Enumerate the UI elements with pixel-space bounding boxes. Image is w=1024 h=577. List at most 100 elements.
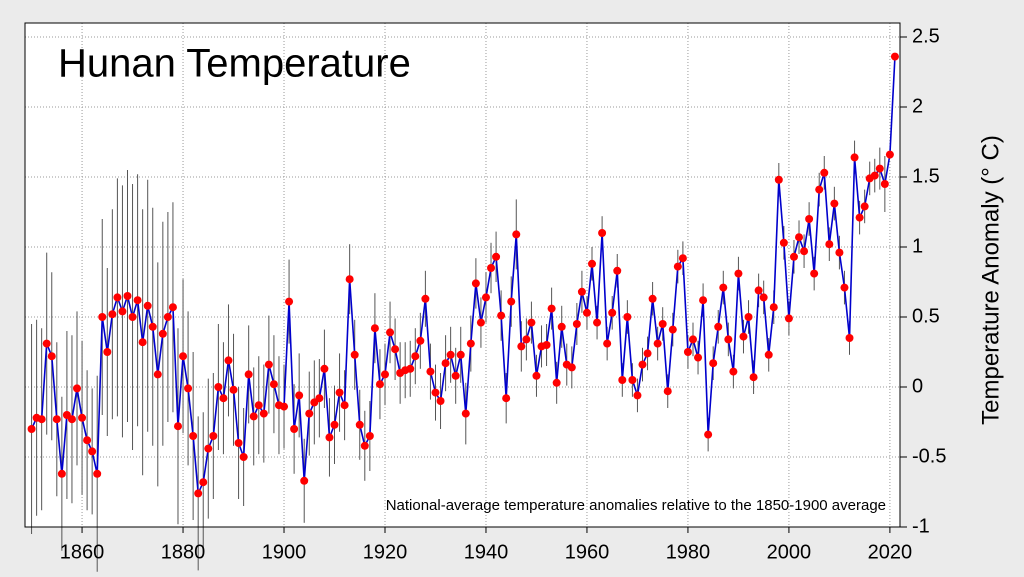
marker bbox=[143, 301, 152, 310]
marker bbox=[502, 394, 511, 403]
marker bbox=[315, 394, 324, 403]
marker bbox=[789, 252, 798, 261]
marker bbox=[224, 356, 233, 365]
marker bbox=[850, 153, 859, 162]
marker bbox=[779, 238, 788, 247]
marker bbox=[663, 387, 672, 396]
marker bbox=[643, 349, 652, 358]
marker bbox=[461, 409, 470, 418]
marker bbox=[234, 439, 243, 447]
marker bbox=[729, 367, 738, 376]
marker bbox=[683, 348, 692, 356]
marker bbox=[27, 425, 36, 433]
lines bbox=[30, 56, 896, 497]
marker bbox=[214, 383, 223, 391]
marker bbox=[78, 413, 87, 422]
y-tick-label: 0 bbox=[912, 375, 923, 397]
marker bbox=[325, 433, 334, 442]
marker bbox=[73, 384, 82, 393]
x-tick-label: 1900 bbox=[262, 541, 307, 563]
marker bbox=[890, 52, 899, 61]
marker bbox=[179, 352, 188, 361]
marker bbox=[552, 378, 561, 387]
marker bbox=[52, 415, 61, 424]
marker bbox=[456, 350, 465, 359]
marker bbox=[47, 352, 56, 361]
marker bbox=[254, 401, 263, 410]
marker bbox=[678, 254, 687, 263]
y-tick-label: 2 bbox=[912, 95, 923, 117]
marker bbox=[476, 318, 485, 327]
marker bbox=[108, 310, 117, 319]
marker bbox=[158, 329, 167, 338]
marker bbox=[694, 353, 703, 362]
marker bbox=[532, 371, 541, 380]
x-tick-label: 2000 bbox=[767, 541, 812, 563]
marker bbox=[264, 360, 273, 369]
marker bbox=[426, 367, 435, 376]
marker bbox=[98, 313, 107, 321]
marker bbox=[249, 412, 258, 421]
marker bbox=[168, 303, 177, 312]
marker bbox=[239, 453, 248, 461]
marker bbox=[699, 296, 708, 305]
marker bbox=[492, 252, 501, 261]
marker bbox=[466, 339, 475, 348]
marker bbox=[825, 240, 834, 249]
marker bbox=[522, 335, 531, 344]
marker bbox=[845, 334, 854, 342]
marker bbox=[67, 415, 76, 424]
marker bbox=[189, 432, 198, 440]
marker bbox=[57, 469, 66, 478]
marker bbox=[507, 297, 516, 306]
marker bbox=[870, 171, 879, 180]
marker bbox=[355, 420, 364, 429]
marker bbox=[219, 394, 228, 403]
y-tick-label: 1 bbox=[912, 235, 923, 257]
plot-area bbox=[25, 23, 900, 527]
marker bbox=[855, 213, 864, 222]
annotation: National-average temperature anomalies r… bbox=[386, 497, 886, 514]
x-tick-label: 2020 bbox=[868, 541, 913, 563]
marker bbox=[391, 345, 400, 354]
marker bbox=[688, 335, 697, 344]
marker bbox=[547, 304, 556, 313]
marker bbox=[194, 489, 203, 498]
marker bbox=[375, 380, 384, 389]
marker bbox=[451, 371, 460, 380]
marker bbox=[380, 370, 389, 379]
marker bbox=[305, 409, 314, 418]
marker bbox=[184, 384, 193, 393]
marker bbox=[880, 180, 889, 188]
marker bbox=[805, 215, 814, 223]
marker bbox=[406, 364, 415, 373]
marker bbox=[148, 322, 157, 331]
y-tick-label: 2.5 bbox=[912, 25, 940, 47]
marker bbox=[244, 370, 253, 379]
marker bbox=[795, 233, 804, 242]
marker bbox=[704, 430, 713, 439]
marker bbox=[769, 303, 778, 312]
marker bbox=[295, 391, 304, 400]
marker bbox=[436, 397, 445, 405]
marker bbox=[593, 318, 602, 327]
marker bbox=[133, 296, 142, 305]
marker bbox=[739, 332, 748, 341]
marker bbox=[608, 308, 617, 317]
marker bbox=[830, 199, 839, 208]
marker bbox=[754, 286, 763, 295]
marker bbox=[37, 415, 46, 424]
marker bbox=[668, 325, 677, 334]
marker bbox=[123, 292, 132, 300]
marker bbox=[567, 363, 576, 372]
marker bbox=[300, 476, 309, 485]
marker bbox=[441, 359, 450, 368]
marker bbox=[820, 168, 829, 177]
marker bbox=[885, 150, 894, 159]
marker bbox=[128, 313, 137, 321]
marker bbox=[517, 342, 526, 351]
marker bbox=[497, 311, 506, 320]
marker bbox=[411, 352, 420, 361]
marker bbox=[764, 350, 773, 359]
